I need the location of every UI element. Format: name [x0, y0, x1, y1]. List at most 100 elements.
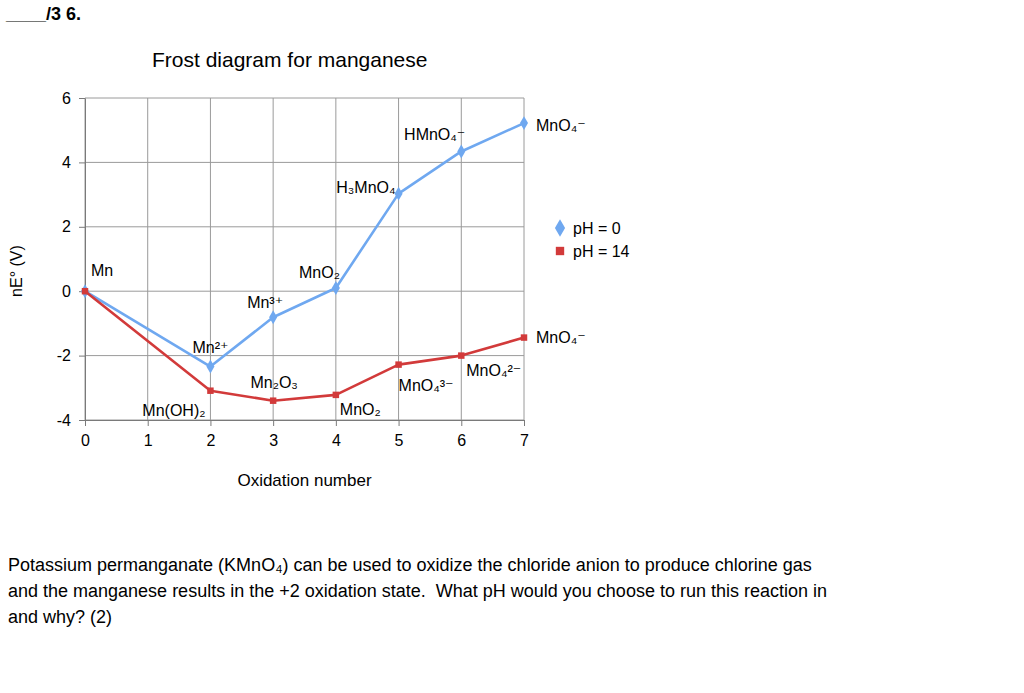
- tick: 0: [81, 420, 90, 449]
- grid-line: [85, 98, 524, 99]
- y-axis-title: nE° (V): [8, 245, 25, 297]
- data-point: [457, 144, 465, 158]
- tick: 6: [457, 420, 466, 449]
- series-line: [85, 291, 524, 400]
- data-point: [332, 281, 340, 295]
- tick-mark: [210, 420, 211, 426]
- data-point: [206, 360, 214, 374]
- tick-label: 2: [206, 432, 215, 449]
- tick: 7: [520, 420, 529, 449]
- tick: -2: [57, 347, 85, 364]
- point-label: HMnO₄⁻: [404, 126, 465, 143]
- point-label: H₃MnO₄: [336, 179, 395, 196]
- data-point: [521, 334, 527, 340]
- point-label: Mn²⁺: [192, 339, 228, 356]
- point-label: Mn(OH)₂: [142, 402, 205, 419]
- tick: 3: [269, 420, 278, 449]
- tick: 2: [62, 218, 85, 235]
- data-point: [395, 187, 403, 201]
- series-line: [85, 123, 524, 366]
- tick: 5: [395, 420, 404, 449]
- point-label: MnO₂: [299, 264, 340, 281]
- tick-mark: [461, 420, 462, 426]
- grid-line: [85, 420, 524, 421]
- grid-line: [335, 98, 336, 420]
- tick-label: 1: [144, 432, 153, 449]
- legend-symbol: [556, 247, 564, 255]
- legend-label: pH = 0: [573, 220, 621, 237]
- plot-area: [81, 116, 528, 404]
- grid-line: [85, 226, 524, 227]
- x-axis: 0 1 2 3 4 5 6 7: [81, 420, 529, 449]
- y-axis: -4 -2 0 2 4 6: [57, 90, 86, 429]
- tick: -4: [57, 412, 85, 429]
- question-line: and the manganese results in the +2 oxid…: [8, 581, 827, 601]
- legend-symbol: [555, 219, 565, 237]
- point-label: Mn₂O₃: [250, 374, 297, 391]
- data-point: [207, 387, 213, 393]
- tick-label: 4: [62, 154, 71, 171]
- tick-label: 0: [62, 283, 71, 300]
- legend-label: pH = 14: [573, 243, 630, 260]
- tick-label: -4: [57, 412, 71, 429]
- point-label: MnO₄³⁻: [399, 377, 454, 394]
- tick-mark: [79, 356, 85, 357]
- tick-mark: [85, 420, 86, 426]
- tick-label: 0: [81, 432, 90, 449]
- tick-mark: [399, 420, 400, 426]
- tick-label: -2: [57, 347, 71, 364]
- tick-label: 2: [62, 218, 71, 235]
- data-point: [82, 288, 88, 294]
- legend: pH = 0 pH = 14: [555, 219, 630, 260]
- chart-title: Frost diagram for manganese: [152, 48, 427, 71]
- tick: 1: [144, 420, 153, 449]
- question: Potassium permanganate (KMnO₄) can be us…: [8, 555, 827, 627]
- data-point: [333, 392, 339, 398]
- header: ____/3 6.: [5, 4, 81, 24]
- data-point: [458, 352, 464, 358]
- grid: [85, 98, 524, 420]
- data-point: [520, 116, 528, 130]
- tick: 4: [332, 420, 341, 449]
- data-point: [81, 284, 89, 298]
- point-label: Mn³⁺: [247, 294, 283, 311]
- grid-line: [85, 291, 524, 292]
- point-label: MnO₄⁻: [536, 329, 586, 346]
- tick-label: 3: [269, 432, 278, 449]
- point-label: MnO₄²⁻: [466, 362, 521, 379]
- data-point: [395, 361, 401, 367]
- point-label: Mn: [91, 262, 113, 279]
- tick-label: 4: [332, 432, 341, 449]
- point-label: MnO₄⁻: [536, 117, 586, 134]
- question-line: and why? (2): [8, 607, 112, 627]
- question-line: Potassium permanganate (KMnO₄) can be us…: [8, 555, 812, 575]
- tick-mark: [79, 98, 85, 99]
- tick-label: 5: [395, 432, 404, 449]
- tick-mark: [148, 420, 149, 426]
- tick-label: 6: [457, 432, 466, 449]
- axis-line: [86, 420, 525, 421]
- tick-mark: [79, 420, 85, 421]
- axis-line: [85, 99, 86, 421]
- grid-line: [524, 98, 525, 420]
- x-axis-title: Oxidation number: [237, 471, 372, 490]
- tick-mark: [79, 227, 85, 228]
- tick-mark: [336, 420, 337, 426]
- tick-mark: [273, 420, 274, 426]
- grid-line: [147, 98, 148, 420]
- tick-label: 7: [520, 432, 529, 449]
- tick: 2: [206, 420, 215, 449]
- tick-mark: [524, 420, 525, 426]
- point-labels: Mn Mn²⁺ Mn³⁺ MnO₂ H₃MnO₄ HMnO₄⁻ MnO₄⁻ Mn(OH)₂ Mn…: [91, 117, 586, 419]
- tick-mark: [79, 162, 85, 163]
- tick: 4: [62, 154, 85, 171]
- figure: ____/3 6. Frost diagram for manganese 0 1 2 3…: [0, 0, 1024, 693]
- data-point: [270, 397, 276, 403]
- grid-line: [273, 98, 274, 420]
- data-point: [269, 310, 277, 324]
- point-label: MnO₂: [340, 401, 381, 418]
- grid-line: [85, 162, 524, 163]
- grid-line: [398, 98, 399, 420]
- tick: 6: [62, 90, 85, 107]
- tick-label: 6: [62, 90, 71, 107]
